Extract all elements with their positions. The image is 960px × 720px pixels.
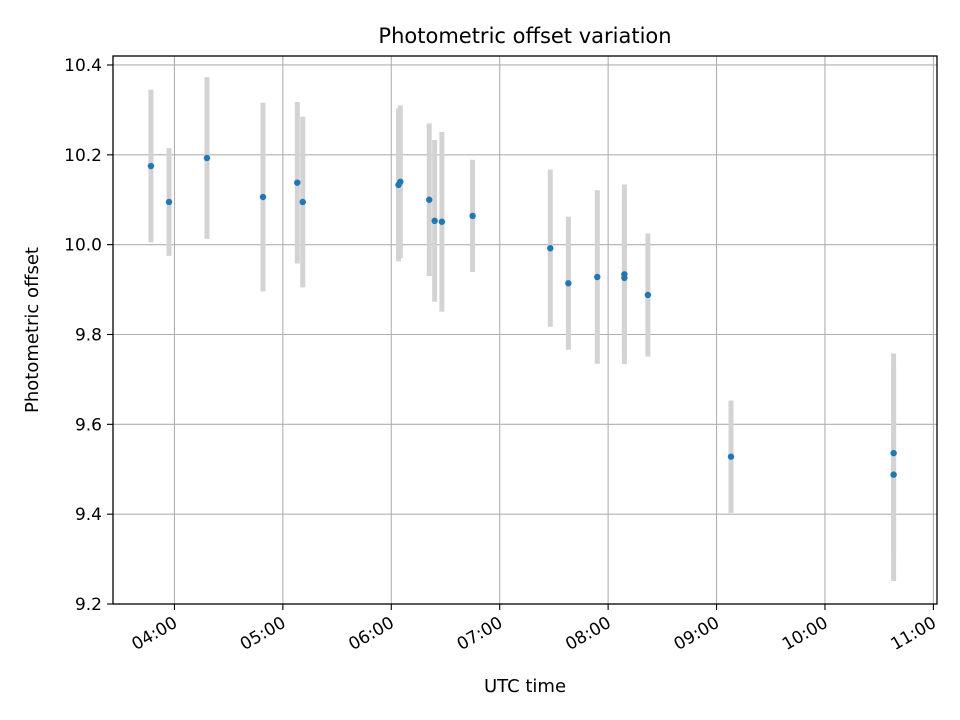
data-point: [621, 274, 628, 282]
data-point: [431, 217, 438, 225]
data-point: [594, 273, 601, 281]
grid: [113, 56, 937, 605]
y-tick-label: 9.8: [75, 325, 102, 345]
y-tick-label: 9.2: [75, 595, 102, 615]
data-point: [547, 245, 554, 252]
data-point: [890, 449, 897, 457]
data-point: [727, 453, 735, 460]
data-point: [203, 154, 211, 162]
data-point: [165, 198, 173, 206]
data-point: [259, 193, 267, 201]
data-point: [299, 198, 306, 206]
plot-frame: [112, 55, 938, 605]
y-tick-label: 10.0: [64, 236, 102, 256]
data-point: [565, 280, 572, 287]
chart-title: Photometric offset variation: [378, 24, 671, 48]
data-point: [426, 196, 433, 203]
y-tick-label: 10.4: [64, 56, 102, 76]
data-points: [147, 154, 897, 478]
data-point: [644, 291, 652, 299]
data-point: [294, 179, 301, 186]
y-axis-ticks: 9.2 9.4 9.6 9.8 10.0 10.2 10.4: [64, 56, 113, 615]
y-tick-label: 9.6: [75, 415, 102, 435]
data-point: [397, 178, 404, 185]
data-point: [890, 471, 897, 478]
y-tick-label: 9.4: [75, 505, 102, 525]
y-axis-label: Photometric offset: [22, 247, 43, 413]
data-point: [469, 212, 476, 220]
data-point: [438, 218, 446, 225]
y-tick-label: 10.2: [64, 146, 102, 166]
data-point: [147, 162, 155, 170]
x-axis-label: UTC time: [484, 676, 566, 697]
